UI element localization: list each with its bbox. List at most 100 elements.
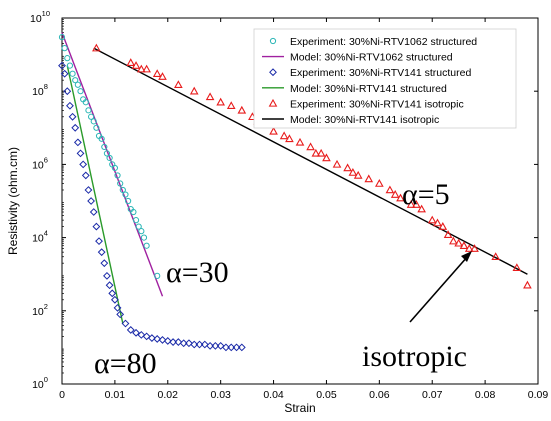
data-point-circle xyxy=(69,70,76,77)
data-point-diamond xyxy=(179,339,188,348)
legend-entry-label: Experiment: 30%Ni-RTV141 structured xyxy=(290,67,471,79)
legend-entry-label: Model: 30%Ni-RTV1062 structured xyxy=(290,52,453,64)
data-point-triangle xyxy=(92,43,101,52)
legend-entry-label: Experiment: 30%Ni-RTV1062 structured xyxy=(290,36,477,48)
legend: Experiment: 30%Ni-RTV1062 structured Mode… xyxy=(253,28,517,129)
x-tick-label: 0.02 xyxy=(158,389,179,401)
y-tick-label: 108 xyxy=(32,82,48,98)
y-tick-exponent: 6 xyxy=(44,155,48,164)
x-tick-label: 0.04 xyxy=(263,389,284,401)
data-point-circle xyxy=(74,81,81,88)
legend-entry-label: Model: 30%Ni-RTV141 structured xyxy=(290,83,447,95)
data-point-triangle xyxy=(322,153,331,162)
data-point-circle xyxy=(130,208,137,216)
data-point-diamond xyxy=(95,237,103,246)
data-point-triangle xyxy=(152,69,162,78)
data-point-diamond xyxy=(63,87,72,96)
data-point-diamond xyxy=(222,343,230,352)
data-point-diamond xyxy=(100,259,109,268)
data-point-triangle xyxy=(316,148,326,157)
y-tick-exponent: 4 xyxy=(44,229,48,238)
data-point-circle xyxy=(66,62,74,69)
data-point-triangle xyxy=(205,92,215,101)
data-point-circle xyxy=(111,164,118,172)
data-point-circle xyxy=(106,154,113,162)
annotation-isotropic: isotropic xyxy=(362,340,467,373)
data-point-triangle xyxy=(226,101,236,110)
data-point-triangle xyxy=(295,137,305,146)
x-tick-label: 0.01 xyxy=(105,389,126,401)
data-point-triangle xyxy=(406,200,416,208)
x-tick-label: 0.07 xyxy=(422,389,443,401)
data-point-diamond xyxy=(206,341,214,350)
data-point-triangle xyxy=(269,126,278,135)
y-tick-label: 1010 xyxy=(30,9,50,25)
data-point-triangle xyxy=(427,215,437,224)
data-point-diamond xyxy=(195,340,204,349)
data-point-diamond xyxy=(153,335,162,343)
x-tick-label: 0.05 xyxy=(316,389,337,401)
data-point-diamond xyxy=(58,61,66,70)
data-point-triangle xyxy=(136,64,146,73)
data-point-triangle xyxy=(353,170,363,179)
y-tick-label: 106 xyxy=(32,155,48,171)
data-point-triangle xyxy=(374,179,384,187)
data-point-diamond xyxy=(121,319,130,328)
series-points-circle xyxy=(58,34,161,279)
data-point-diamond xyxy=(84,186,93,194)
data-point-triangle xyxy=(417,204,426,213)
series-line-1 xyxy=(66,65,124,324)
data-point-circle xyxy=(85,107,92,114)
y-tick-exponent: 10 xyxy=(42,9,50,18)
series-line-0 xyxy=(61,32,164,297)
data-point-triangle xyxy=(279,131,289,140)
data-point-diamond xyxy=(142,332,151,341)
legend-entry-label: Experiment: 30%Ni-RTV141 isotropic xyxy=(290,98,464,110)
data-point-circle xyxy=(61,45,68,52)
data-point-triangle xyxy=(131,61,141,69)
y-tick-base: 10 xyxy=(32,379,44,391)
y-tick-label: 104 xyxy=(32,229,48,245)
data-point-triangle xyxy=(158,72,167,80)
data-point-triangle xyxy=(390,190,400,198)
data-point-triangle xyxy=(433,218,442,227)
annotation-alpha-80: α=80 xyxy=(94,347,157,380)
data-point-diamond xyxy=(110,295,119,304)
data-point-circle xyxy=(77,88,84,95)
annotation-alpha-5: α=5 xyxy=(402,178,450,211)
data-point-diamond xyxy=(105,281,114,290)
data-point-diamond xyxy=(81,171,90,180)
data-point-diamond xyxy=(68,112,77,121)
data-point-circle xyxy=(103,150,111,157)
x-tick-label: 0.09 xyxy=(528,389,549,401)
data-point-circle xyxy=(117,180,124,187)
data-point-triangle xyxy=(126,58,136,66)
data-point-triangle xyxy=(142,64,151,73)
y-tick-base: 10 xyxy=(32,86,44,98)
data-point-diamond xyxy=(216,341,225,350)
y-axis-label: Resistivity (ohm.cm) xyxy=(6,147,20,255)
data-point-triangle xyxy=(491,252,501,261)
legend-entry-label: Model: 30%Ni-RTV141 isotropic xyxy=(290,114,439,126)
data-point-diamond xyxy=(163,337,172,345)
data-point-diamond xyxy=(126,326,135,334)
data-point-triangle xyxy=(237,105,247,114)
data-point-diamond xyxy=(169,338,177,346)
data-point-circle xyxy=(72,77,79,84)
data-point-diamond xyxy=(211,341,220,350)
legend-swatch-marker xyxy=(268,98,278,107)
legend-box xyxy=(253,28,517,129)
data-point-diamond xyxy=(137,330,146,339)
data-point-triangle xyxy=(174,80,183,89)
data-point-diamond xyxy=(66,101,74,110)
data-point-diamond xyxy=(185,339,193,348)
data-point-diamond xyxy=(113,303,122,312)
data-point-diamond xyxy=(200,340,209,349)
data-point-circle xyxy=(90,118,97,125)
data-point-circle xyxy=(140,234,148,241)
data-point-triangle xyxy=(454,238,464,247)
data-point-circle xyxy=(138,228,145,235)
data-point-triangle xyxy=(385,185,395,194)
series-line-2 xyxy=(93,47,528,275)
